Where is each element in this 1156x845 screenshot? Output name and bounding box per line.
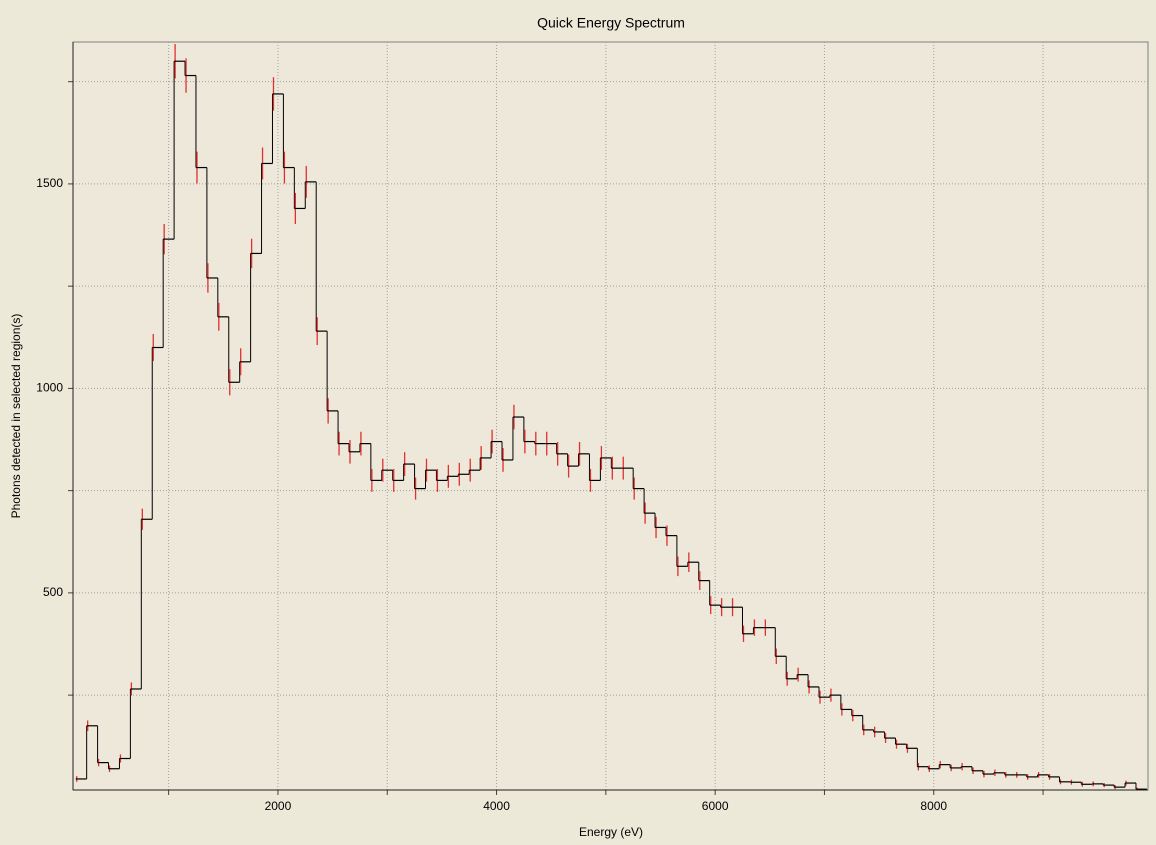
y-axis-label: Photons detected in selected region(s)	[9, 314, 23, 519]
x-axis-label: Energy (eV)	[579, 825, 643, 839]
x-tick-label: 4000	[483, 799, 510, 813]
y-tick-label: 500	[43, 585, 63, 599]
x-tick-label: 8000	[920, 799, 947, 813]
y-tick-label: 1500	[36, 176, 63, 190]
x-tick-label: 6000	[702, 799, 729, 813]
plot-area	[72, 41, 1149, 791]
chart-title: Quick Energy Spectrum	[537, 15, 685, 31]
y-tick-label: 1000	[36, 381, 63, 395]
x-tick-label: 2000	[265, 799, 292, 813]
